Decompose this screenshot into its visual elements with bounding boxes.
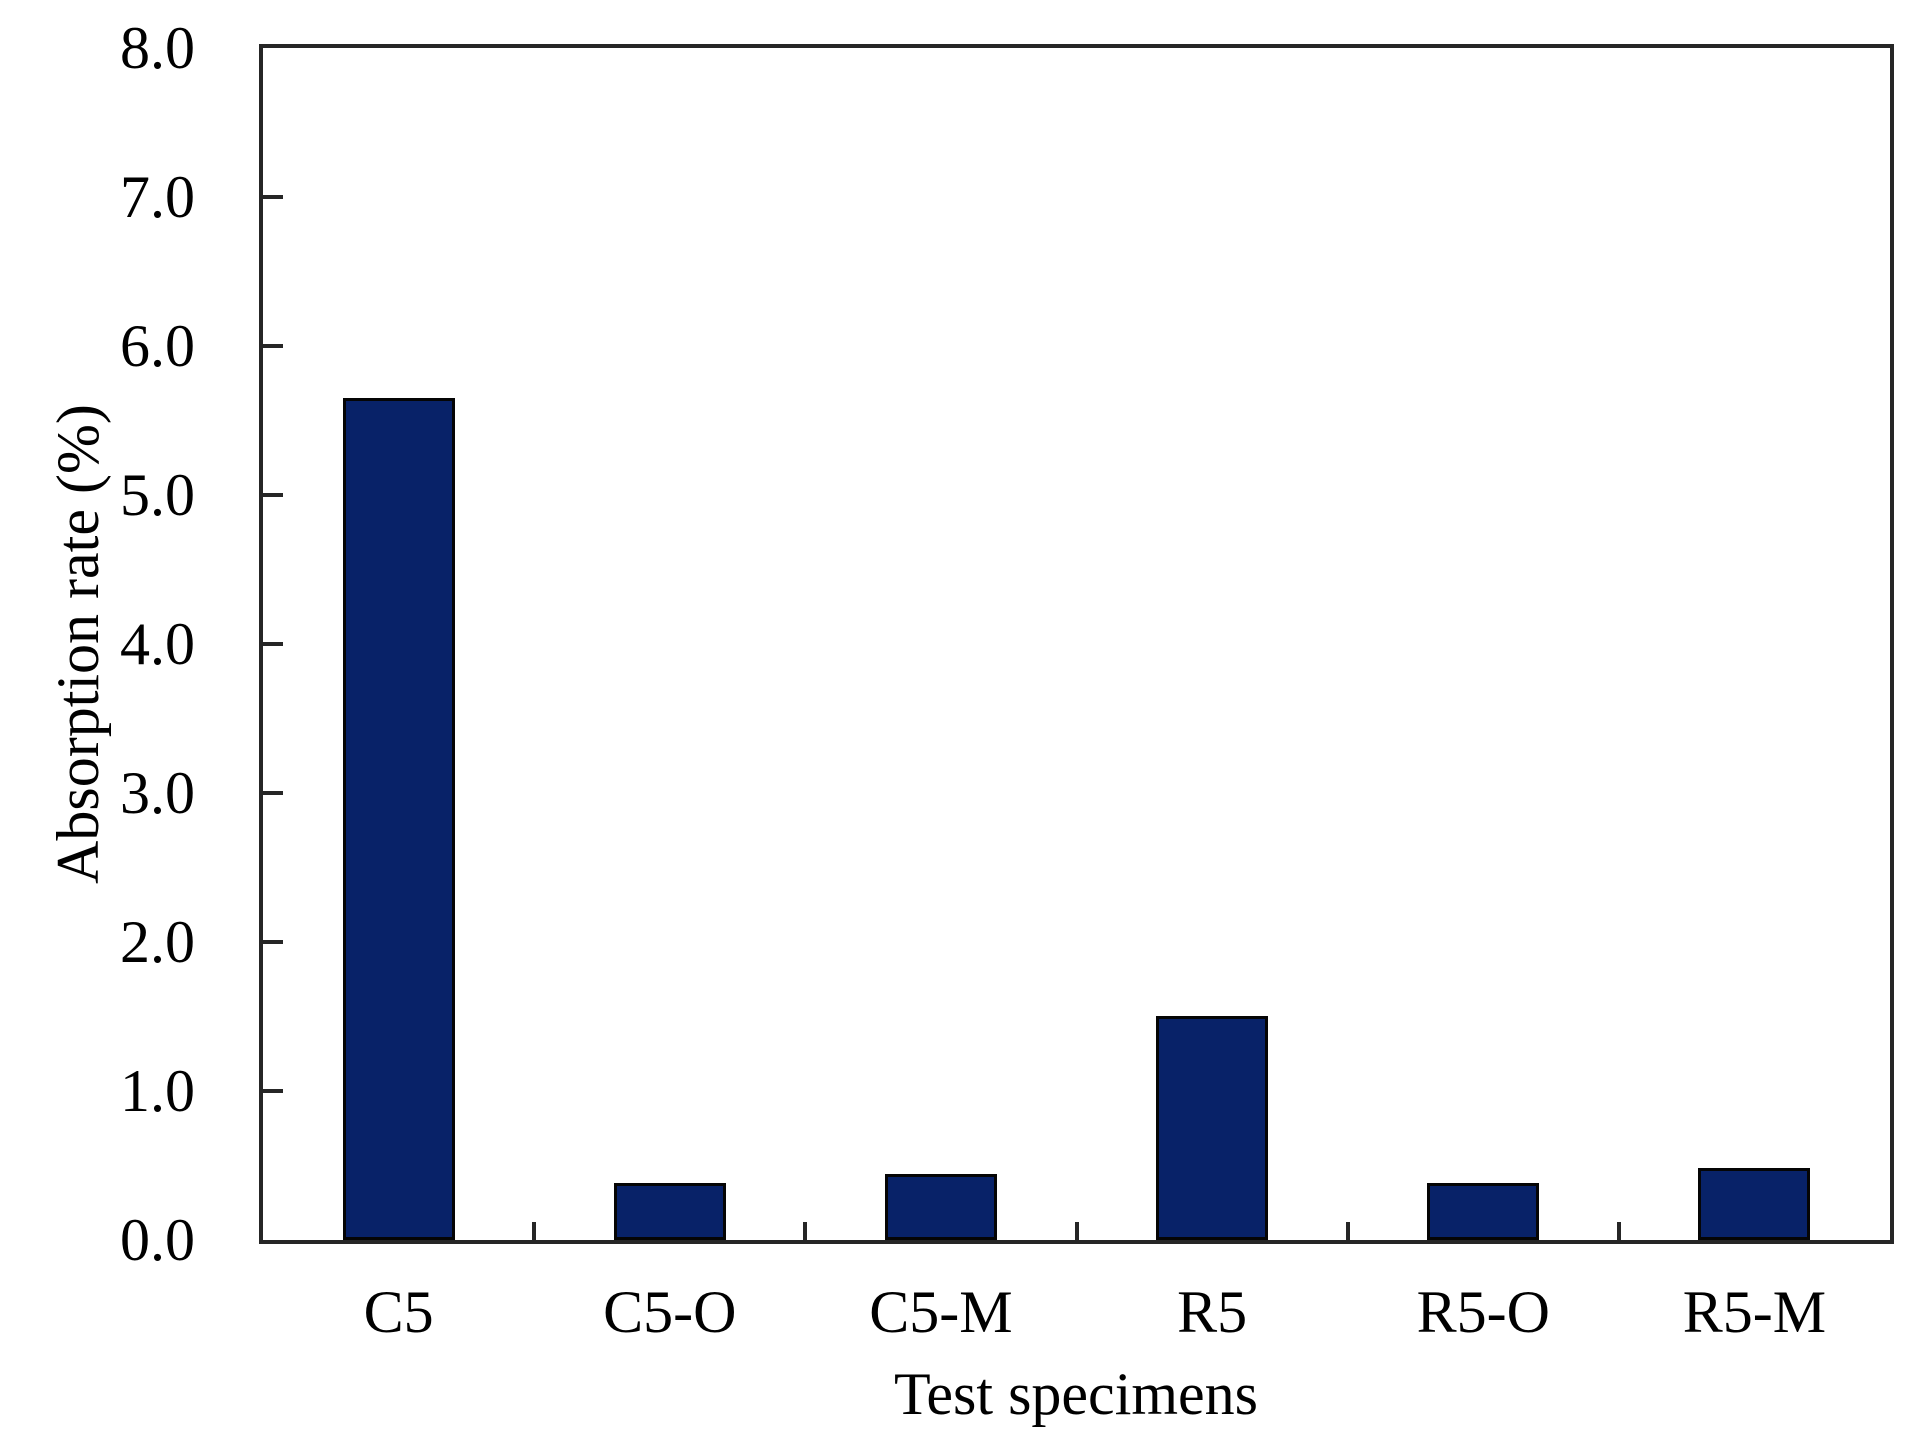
bar-r5 [1156,1016,1269,1240]
bar-c5 [342,398,455,1240]
plot-area [259,44,1894,1244]
y-axis-tick [263,642,283,646]
x-category-label: R5-M [1682,1279,1827,1345]
x-category-label: C5 [363,1279,434,1345]
bar-r5-o [1427,1183,1540,1240]
x-axis-tick [532,1222,537,1240]
y-axis-tick [263,344,283,348]
y-axis-tick [263,1089,283,1093]
x-category-label: C5-M [869,1279,1013,1345]
y-tick-label: 3.0 [120,760,195,826]
x-axis-tick [1074,1222,1079,1240]
y-tick-label: 7.0 [120,164,195,230]
x-axis-tick [1345,1222,1350,1240]
y-tick-label: 6.0 [120,313,195,379]
bar-c5-m [884,1174,997,1240]
bar-r5-m [1698,1168,1811,1240]
y-tick-label: 4.0 [120,611,195,677]
x-axis-tick [803,1222,808,1240]
y-tick-label: 2.0 [120,909,195,975]
x-category-label: R5 [1177,1279,1248,1345]
y-tick-label: 5.0 [120,462,195,528]
bar-c5-o [613,1183,726,1240]
y-axis-tick [263,940,283,944]
x-category-label: R5-O [1416,1279,1550,1345]
x-category-label: C5-O [603,1279,737,1345]
x-axis-title: Test specimens [893,1361,1259,1427]
y-axis-tick [263,791,283,795]
y-axis-tick [263,195,283,199]
y-axis-tick [263,493,283,497]
y-tick-label: 8.0 [120,15,195,81]
y-tick-label: 1.0 [120,1058,195,1124]
y-tick-label: 0.0 [120,1207,195,1273]
x-axis-tick [1616,1222,1621,1240]
